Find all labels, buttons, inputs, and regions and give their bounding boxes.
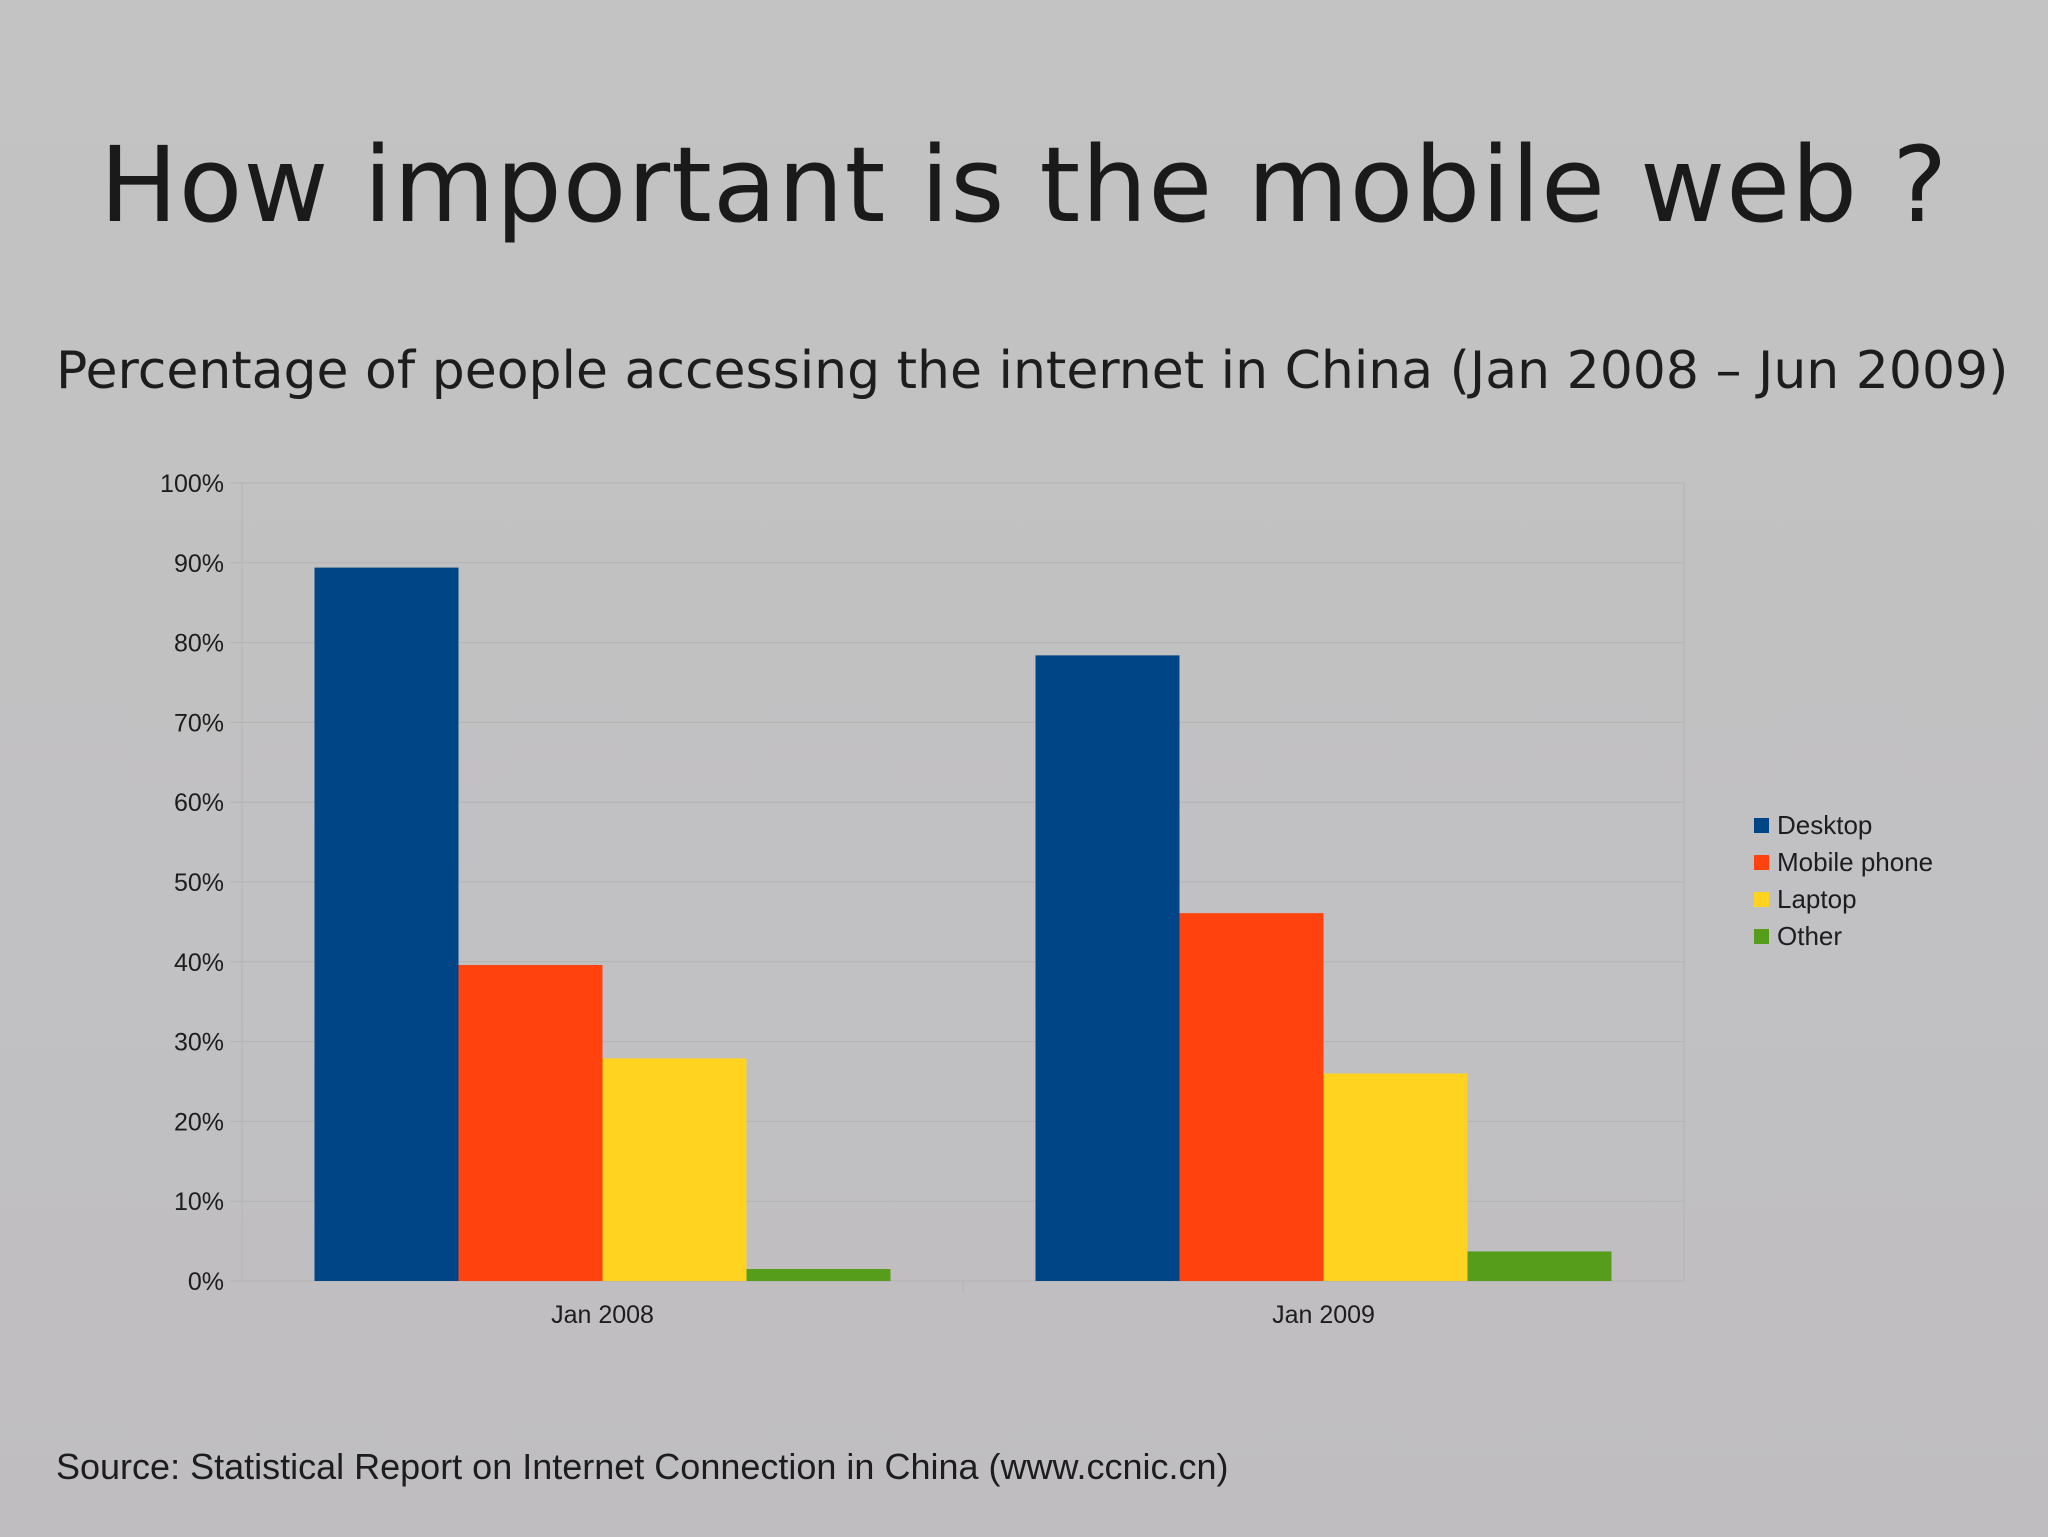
y-tick-label: 20% xyxy=(174,1108,224,1136)
chart-subtitle: Percentage of people accessing the inter… xyxy=(56,341,2009,401)
slide-title: How important is the mobile web ? xyxy=(99,124,1949,246)
bar-laptop-0 xyxy=(602,1058,747,1281)
legend-swatch xyxy=(1754,855,1769,870)
y-tick-label: 70% xyxy=(174,709,224,737)
x-axis: Jan 2008 Jan 2009 xyxy=(551,1281,1375,1329)
legend-swatch xyxy=(1754,929,1769,944)
bar-other-1 xyxy=(1467,1251,1612,1281)
y-tick-label: 80% xyxy=(174,630,224,658)
chart-bars xyxy=(314,567,1612,1281)
source-note: Source: Statistical Report on Internet C… xyxy=(56,1446,1229,1487)
legend-label: Other xyxy=(1777,921,1842,951)
x-tick-label: Jan 2008 xyxy=(551,1301,654,1329)
bar-other-0 xyxy=(746,1269,891,1281)
legend-label: Laptop xyxy=(1777,884,1857,914)
bar-mobile-phone-0 xyxy=(458,964,603,1281)
y-tick-label: 10% xyxy=(174,1188,224,1216)
legend-label: Desktop xyxy=(1777,810,1872,840)
bar-mobile-phone-1 xyxy=(1179,913,1324,1281)
y-tick-label: 30% xyxy=(174,1029,224,1057)
bar-desktop-0 xyxy=(314,567,459,1281)
y-tick-label: 60% xyxy=(174,789,224,817)
y-tick-label: 90% xyxy=(174,550,224,578)
y-axis: 0% 10% 20% 30% 40% 50% 60% 70% 80% 90% 100% xyxy=(160,470,242,1296)
legend-label: Mobile phone xyxy=(1777,847,1933,877)
bar-desktop-1 xyxy=(1035,655,1180,1281)
y-tick-label: 40% xyxy=(174,949,224,977)
bar-laptop-1 xyxy=(1323,1073,1468,1281)
y-tick-label: 100% xyxy=(160,470,224,498)
legend-swatch xyxy=(1754,892,1769,907)
y-tick-label: 0% xyxy=(188,1268,224,1296)
x-tick-label: Jan 2009 xyxy=(1272,1301,1375,1329)
y-tick-label: 50% xyxy=(174,869,224,897)
legend-swatch xyxy=(1754,818,1769,833)
chart-legend: Desktop Mobile phone Laptop Other xyxy=(1754,810,1933,951)
